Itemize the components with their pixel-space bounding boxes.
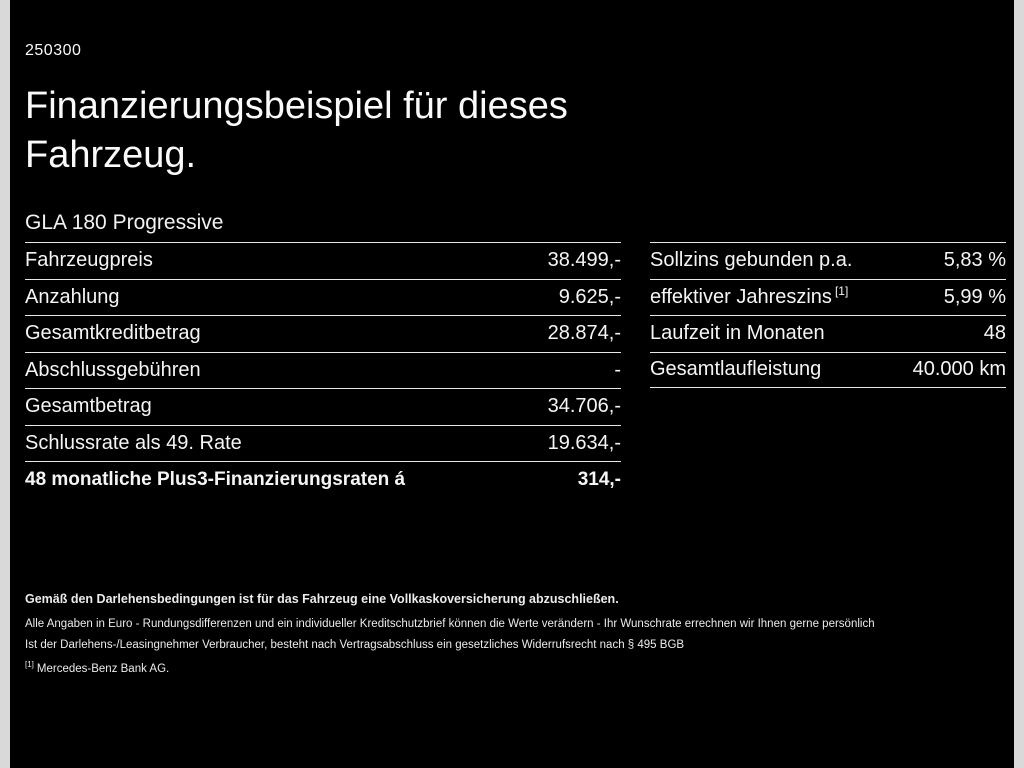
table-row: Gesamtbetrag 34.706,- [25,388,621,425]
page-title-line2: Fahrzeug. [25,134,197,176]
row-label: Fahrzeugpreis [25,249,153,272]
footnote-bank: [1] Mercedes-Benz Bank AG. [25,660,1004,675]
conditions-table: Sollzins gebunden p.a. 5,83 % effektiver… [650,242,1006,388]
row-value: 314,- [577,468,621,490]
footnote-marker: [1] [25,660,34,669]
row-label: Gesamtlaufleistung [650,358,822,381]
row-value: 48 [983,322,1006,345]
row-value: - [614,358,621,381]
table-row-monthly-rate: 48 monatliche Plus3-Finanzierungsraten á… [25,461,621,498]
table-row: Schlussrate als 49. Rate 19.634,- [25,424,621,462]
row-value: 5,83 % [943,249,1006,272]
row-value: 5,99 % [943,285,1006,308]
row-value: 28.874,- [547,322,621,345]
row-label: Abschlussgebühren [25,358,201,381]
row-label: effektiver Jahreszins [1] [650,284,849,309]
row-label: Gesamtbetrag [25,395,152,418]
page-title: Finanzierungsbeispiel für dieses Fahrzeu… [25,82,568,180]
offer-number: 250300 [25,42,82,59]
footnote-ref: [1] [834,284,849,299]
row-value: 40.000 km [912,358,1006,381]
row-label: Schlussrate als 49. Rate [25,431,242,454]
legal-footnotes: Gemäß den Darlehensbedingungen ist für d… [25,592,1004,684]
row-label-text: effektiver Jahreszins [650,285,832,308]
table-row: Laufzeit in Monaten 48 [650,315,1006,352]
footnote-insurance: Gemäß den Darlehensbedingungen ist für d… [25,592,619,606]
footnote-withdrawal: Ist der Darlehens-/Leasingnehmer Verbrau… [25,639,685,651]
row-label: Anzahlung [25,285,120,308]
table-row: Fahrzeugpreis 38.499,- [25,242,621,279]
row-label: Laufzeit in Monaten [650,322,825,345]
footnote-disclaimer: Alle Angaben in Euro - Rundungsdifferenz… [25,618,875,630]
row-label: Sollzins gebunden p.a. [650,249,853,272]
table-row: Sollzins gebunden p.a. 5,83 % [650,242,1006,279]
page-title-line1: Finanzierungsbeispiel für dieses [25,85,568,127]
table-row: Gesamtlaufleistung 40.000 km [650,351,1006,388]
row-value: 19.634,- [547,431,621,454]
page-edge-left [0,0,10,768]
row-value: 38.499,- [547,249,621,272]
page-edge-right [1014,0,1024,768]
table-row: Anzahlung 9.625,- [25,278,621,316]
row-label: Gesamtkreditbetrag [25,322,201,345]
footnote-bank-text: Mercedes-Benz Bank AG. [36,662,170,675]
table-row: Abschlussgebühren - [25,351,621,389]
row-value: 34.706,- [547,395,621,418]
row-value: 9.625,- [558,285,621,308]
table-row: effektiver Jahreszins [1] 5,99 % [650,278,1006,316]
financing-table: Fahrzeugpreis 38.499,- Anzahlung 9.625,-… [25,242,621,498]
vehicle-model: GLA 180 Progressive [25,211,224,234]
table-row: Gesamtkreditbetrag 28.874,- [25,315,621,352]
row-label: 48 monatliche Plus3-Finanzierungsraten á [25,468,406,490]
